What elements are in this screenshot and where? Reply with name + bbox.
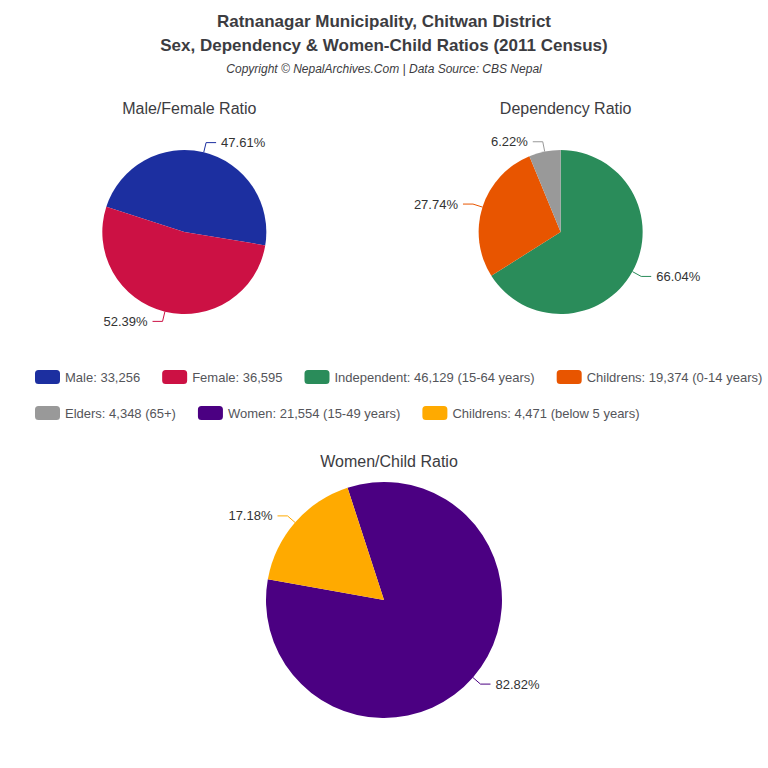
svg-text:Dependency Ratio: Dependency Ratio [500, 100, 632, 117]
svg-text:Ratnanagar Municipality, Chitw: Ratnanagar Municipality, Chitwan Distric… [217, 12, 551, 31]
svg-text:17.18%: 17.18% [228, 508, 273, 523]
svg-text:Women: 21,554 (15-49 years): Women: 21,554 (15-49 years) [228, 406, 400, 421]
svg-text:Childrens: 19,374 (0-14 years): Childrens: 19,374 (0-14 years) [587, 370, 763, 385]
svg-text:82.82%: 82.82% [495, 677, 540, 692]
svg-text:Female: 36,595: Female: 36,595 [192, 370, 282, 385]
svg-text:6.22%: 6.22% [491, 134, 528, 149]
svg-text:66.04%: 66.04% [656, 269, 701, 284]
svg-text:Women/Child Ratio: Women/Child Ratio [320, 453, 458, 470]
svg-text:Elders: 4,348 (65+): Elders: 4,348 (65+) [65, 406, 176, 421]
svg-text:Copyright © NepalArchives.Com: Copyright © NepalArchives.Com | Data Sou… [226, 62, 542, 76]
svg-text:Sex, Dependency & Women-Child: Sex, Dependency & Women-Child Ratios (20… [160, 36, 607, 55]
svg-text:27.74%: 27.74% [414, 197, 459, 212]
svg-text:Male/Female Ratio: Male/Female Ratio [122, 100, 256, 117]
svg-text:Independent: 46,129 (15-64 yea: Independent: 46,129 (15-64 years) [334, 370, 534, 385]
svg-text:47.61%: 47.61% [221, 135, 266, 150]
svg-text:Male: 33,256: Male: 33,256 [65, 370, 140, 385]
svg-text:Childrens: 4,471 (below 5 year: Childrens: 4,471 (below 5 years) [452, 406, 639, 421]
svg-text:52.39%: 52.39% [103, 314, 148, 329]
